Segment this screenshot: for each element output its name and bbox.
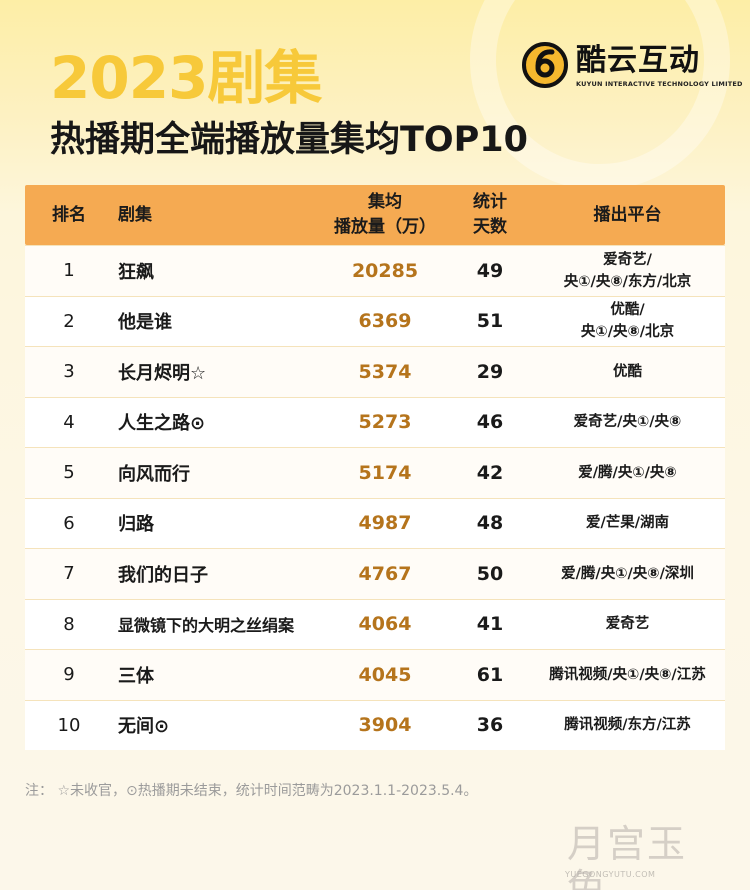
platform-cell: 腾讯视频/央①/央⑧/江苏 xyxy=(549,666,706,683)
watermark-text: 月宫玉兔 xyxy=(567,822,688,890)
plays-cell: 4767 xyxy=(358,562,412,585)
plays-cell: 4064 xyxy=(358,613,412,636)
table-row: 1 狂飙 20285 49 爱奇艺/ 央①/央⑧/东方/北京 xyxy=(25,245,725,296)
table-row: 9 三体 4045 61 腾讯视频/央①/央⑧/江苏 xyxy=(25,649,725,700)
drama-name-cell: 我们的日子 xyxy=(118,564,208,586)
drama-name-cell: 人生之路⊙ xyxy=(118,413,206,435)
table-row: 8 显微镜下的大明之丝绢案 4064 41 爱奇艺 xyxy=(25,598,725,649)
drama-name-cell: 向风而行 xyxy=(118,463,190,485)
ranking-table: 排名 剧集 集均 播放量（万） 统计 天数 播出平台 1 狂飙 20285 49… xyxy=(25,185,725,750)
plays-cell: 20285 xyxy=(351,259,419,282)
table-row: 4 人生之路⊙ 5273 46 爱奇艺/央①/央⑧ xyxy=(25,396,725,447)
platform-cell: 爱奇艺/央①/央⑧ xyxy=(573,414,682,431)
platform-cell: 腾讯视频/东方/江苏 xyxy=(564,717,691,734)
column-header-platform: 播出平台 xyxy=(593,204,662,225)
platform-cell: 优酷 xyxy=(613,363,642,380)
rank-cell: 8 xyxy=(63,613,75,635)
days-cell: 51 xyxy=(476,310,504,333)
days-cell: 46 xyxy=(476,411,504,434)
watermark-url: YUEGONGYUTU.COM xyxy=(565,870,656,879)
column-header-plays: 集均 播放量（万） xyxy=(320,185,450,245)
footnote: 注： ☆未收官，⊙热播期未结束，统计时间范畴为2023.1.1-2023.5.4… xyxy=(25,783,478,799)
days-cell: 41 xyxy=(476,613,504,636)
table-body: 1 狂飙 20285 49 爱奇艺/ 央①/央⑧/东方/北京 2 他是谁 636… xyxy=(25,245,725,750)
table-row: 7 我们的日子 4767 50 爱/腾/央①/央⑧/深圳 xyxy=(25,548,725,599)
plays-cell: 3904 xyxy=(358,714,412,737)
rank-cell: 2 xyxy=(63,310,75,332)
column-header-days-line2: 天数 xyxy=(473,217,507,237)
column-header-plays-line2: 播放量（万） xyxy=(334,217,436,237)
platform-cell: 爱奇艺 xyxy=(605,616,650,633)
days-cell: 36 xyxy=(476,714,504,737)
platform-cell: 爱/腾/央①/央⑧ xyxy=(578,464,677,481)
table-row: 10 无间⊙ 3904 36 腾讯视频/东方/江苏 xyxy=(25,699,725,750)
table-row: 5 向风而行 5174 42 爱/腾/央①/央⑧ xyxy=(25,447,725,498)
platform-cell: 爱/芒果/湖南 xyxy=(585,515,670,532)
platform-cell: 爱/腾/央①/央⑧/深圳 xyxy=(561,565,694,582)
column-header-plays-line1: 集均 xyxy=(368,192,402,212)
platform-cell: 优酷/ 央①/央⑧/北京 xyxy=(580,302,675,341)
drama-name-cell: 长月烬明☆ xyxy=(118,362,207,384)
brand-logo: 酷云互动 KUYUN INTERACTIVE TECHNOLOGY LIMITE… xyxy=(522,42,742,92)
plays-cell: 6369 xyxy=(358,310,412,333)
rank-cell: 6 xyxy=(63,512,75,534)
days-cell: 29 xyxy=(476,360,504,383)
page-title-year: 2023剧集 xyxy=(50,44,322,112)
days-cell: 49 xyxy=(476,259,504,282)
plays-cell: 5174 xyxy=(358,461,412,484)
page-subtitle: 热播期全端播放量集均TOP10 xyxy=(50,120,528,160)
kuyun-logo-icon xyxy=(522,42,568,88)
plays-cell: 4987 xyxy=(358,512,412,535)
logo-english-name: KUYUN INTERACTIVE TECHNOLOGY LIMITED xyxy=(576,80,743,88)
drama-name-cell: 三体 xyxy=(118,665,154,687)
table-row: 2 他是谁 6369 51 优酷/ 央①/央⑧/北京 xyxy=(25,295,725,346)
drama-name-cell: 他是谁 xyxy=(118,312,172,334)
rank-cell: 10 xyxy=(57,714,81,736)
days-cell: 48 xyxy=(476,512,504,535)
days-cell: 50 xyxy=(476,562,504,585)
logo-name: 酷云互动 xyxy=(576,43,700,78)
days-cell: 42 xyxy=(476,461,504,484)
rank-cell: 5 xyxy=(63,462,75,484)
rank-cell: 4 xyxy=(63,411,75,433)
days-cell: 61 xyxy=(476,663,504,686)
table-row: 3 长月烬明☆ 5374 29 优酷 xyxy=(25,346,725,397)
column-header-days: 统计 天数 xyxy=(450,185,530,245)
platform-cell: 爱奇艺/ 央①/央⑧/东方/北京 xyxy=(563,251,692,290)
table-header: 排名 剧集 集均 播放量（万） 统计 天数 播出平台 xyxy=(25,185,725,245)
rank-cell: 3 xyxy=(63,361,75,383)
watermark: 月宫玉兔 YUEGONGYUTU.COM xyxy=(563,822,723,890)
plays-cell: 5374 xyxy=(358,360,412,383)
rank-cell: 7 xyxy=(63,563,75,585)
table-row: 6 归路 4987 48 爱/芒果/湖南 xyxy=(25,497,725,548)
column-header-rank: 排名 xyxy=(52,204,86,225)
drama-name-cell: 狂飙 xyxy=(118,261,154,283)
drama-name-cell: 无间⊙ xyxy=(118,716,170,738)
rank-cell: 9 xyxy=(63,664,75,686)
plays-cell: 5273 xyxy=(358,411,412,434)
rank-cell: 1 xyxy=(63,260,75,282)
drama-name-cell: 归路 xyxy=(118,514,154,536)
plays-cell: 4045 xyxy=(358,663,412,686)
drama-name-cell: 显微镜下的大明之丝绢案 xyxy=(118,616,295,636)
column-header-name: 剧集 xyxy=(118,204,152,225)
column-header-days-line1: 统计 xyxy=(473,192,507,212)
